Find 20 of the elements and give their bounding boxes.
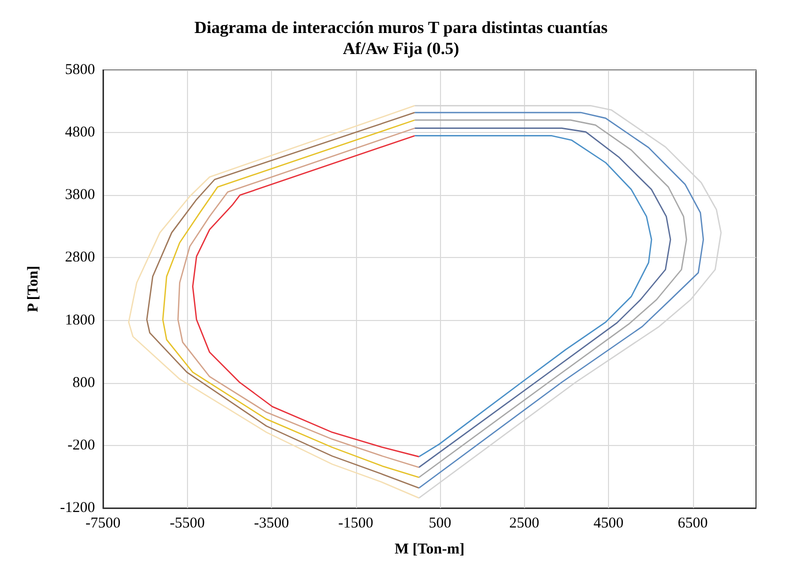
- y-axis-title: P [Ton]: [26, 266, 42, 312]
- x-tick-label: -5500: [170, 516, 205, 532]
- x-tick-label: -7500: [86, 516, 120, 532]
- x-tick-label: 500: [428, 516, 452, 532]
- y-tick-label: 2800: [65, 250, 95, 266]
- chart-title: Diagrama de interacción muros T para distintas cuantías: [194, 18, 608, 37]
- y-tick-label: 1800: [65, 312, 95, 328]
- x-tick-label: 2500: [509, 516, 540, 532]
- y-tick-label: 4800: [65, 124, 95, 141]
- chart-subtitle: Af/Aw Fija (0.5): [342, 39, 460, 58]
- x-tick-label: 6500: [678, 516, 708, 532]
- x-axis-title: M [Ton-m]: [394, 542, 464, 558]
- x-tick-label: -1500: [338, 516, 374, 532]
- y-tick-label: -200: [68, 437, 95, 454]
- y-tick-label: -1200: [60, 500, 95, 516]
- y-tick-label: 3800: [65, 187, 95, 204]
- y-tick-label: 5800: [65, 62, 95, 78]
- x-tick-label: -3500: [254, 516, 290, 532]
- x-tick-label: 4500: [594, 516, 624, 532]
- y-tick-label: 800: [72, 374, 95, 391]
